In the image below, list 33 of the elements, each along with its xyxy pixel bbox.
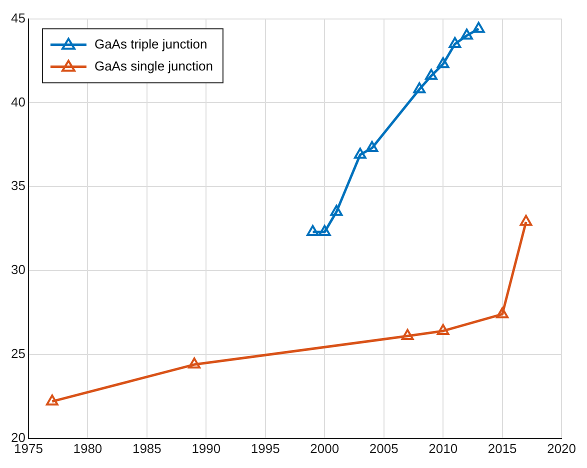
point (496, 307, 509, 318)
point (401, 329, 414, 340)
point (366, 141, 378, 152)
point (520, 214, 532, 226)
x-tick-label: 1985 (132, 440, 162, 456)
point (425, 68, 438, 80)
point (436, 324, 450, 335)
x-tick-label: 1980 (73, 440, 102, 456)
point (46, 394, 58, 406)
point (472, 22, 485, 33)
x-tick-label: 1995 (250, 440, 280, 456)
x-tick-label: 1990 (192, 440, 221, 456)
x-tick-label: 2015 (488, 440, 517, 456)
point (330, 204, 343, 216)
point (448, 36, 462, 48)
point (318, 224, 331, 236)
x-tick-label: 2000 (310, 440, 340, 456)
point (306, 224, 319, 236)
y-tick-label: 25 (10, 346, 26, 362)
y-tick-label: 35 (10, 178, 26, 194)
point (188, 358, 201, 369)
legend-label: GaAs triple junction (94, 36, 208, 52)
point (460, 28, 473, 40)
x-tick-label: 2010 (428, 440, 458, 456)
y-tick-label: 45 (10, 10, 26, 26)
point (436, 57, 450, 68)
point (413, 82, 426, 94)
point (354, 148, 366, 159)
x-tick-label: 2020 (547, 440, 576, 456)
legend-label: GaAs single junction (94, 58, 213, 74)
x-tick-label: 2005 (369, 440, 398, 456)
y-tick-label: 40 (10, 94, 26, 110)
y-tick-label: 30 (10, 262, 26, 278)
